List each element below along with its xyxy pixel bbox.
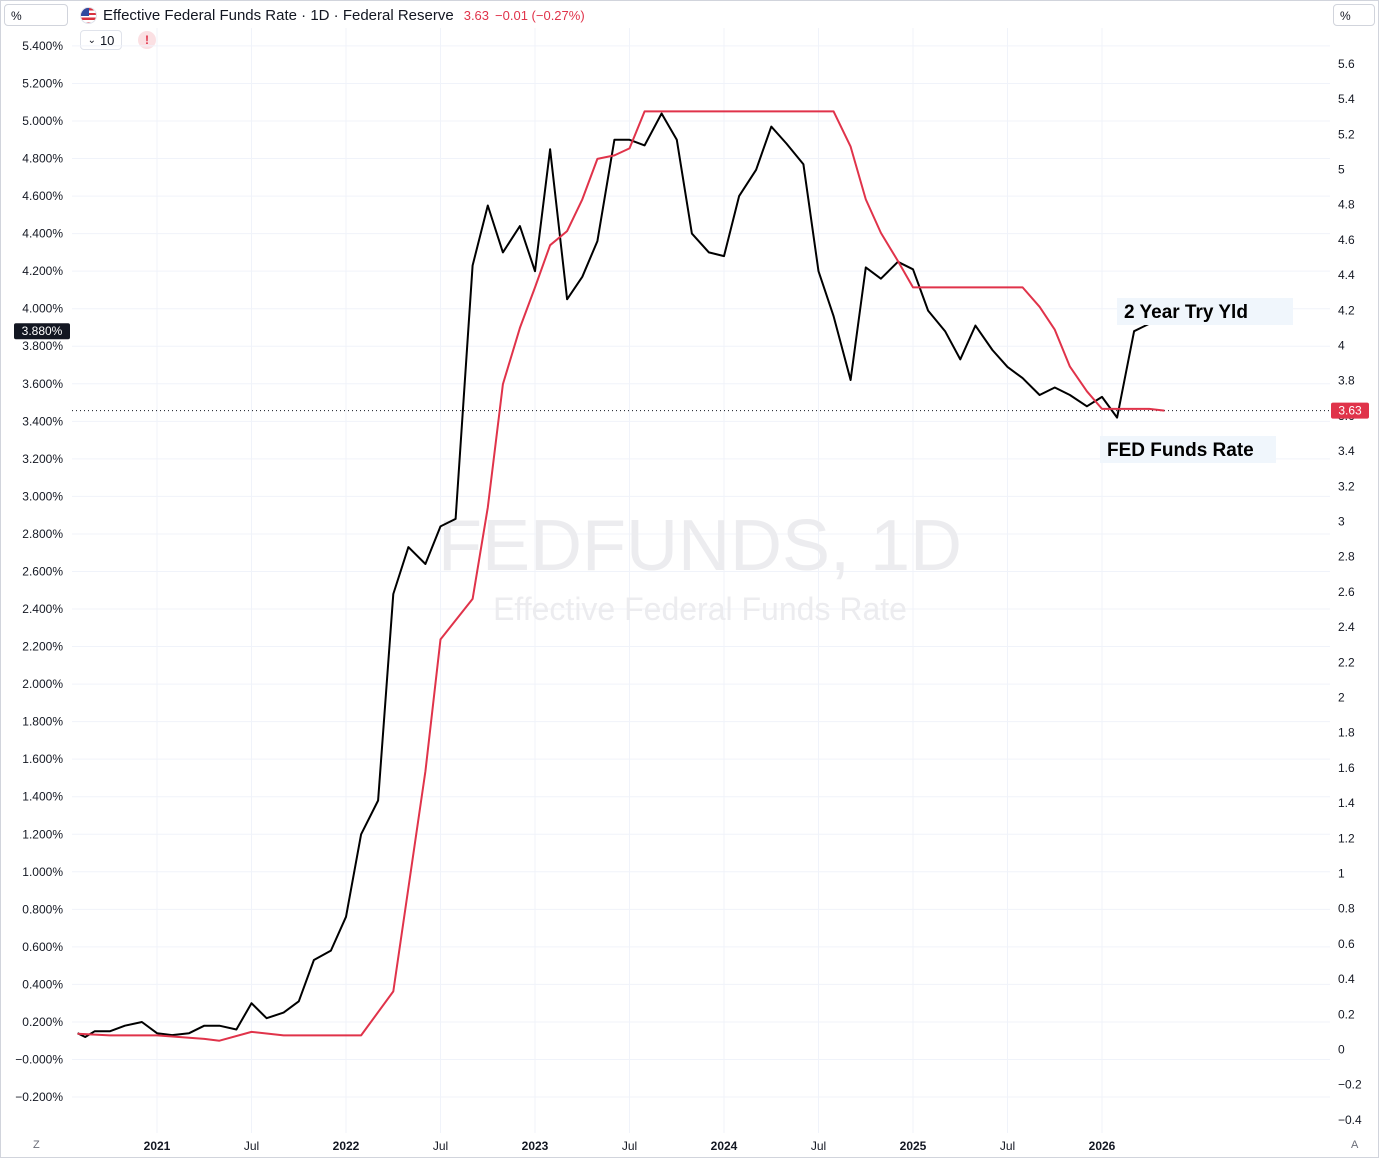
auto-scale-right-button[interactable]: A — [1351, 1139, 1359, 1151]
right-axis-tick-label: 5.6 — [1338, 57, 1355, 71]
fed-funds-line — [77, 110, 1165, 1042]
left-axis-tick-label: 0.200% — [22, 1015, 63, 1029]
left-axis-tick-label: 4.000% — [22, 302, 63, 316]
indicators-count: 10 — [99, 32, 115, 48]
left-axis-tick-label: 1.200% — [22, 827, 63, 841]
right-axis-tick-label: 3 — [1338, 515, 1345, 529]
left-scale-unit-button[interactable]: % — [4, 4, 68, 26]
left-axis-tick-label: 0.800% — [22, 902, 63, 916]
annotation-background — [1117, 298, 1293, 325]
annotation-fed-funds: FED Funds Rate — [1107, 440, 1254, 461]
x-axis-tick-label: 2021 — [144, 1139, 171, 1153]
x-axis-tick-label: Jul — [433, 1139, 448, 1153]
right-last-value-badge-text: 3.63 — [1338, 404, 1362, 418]
left-axis-tick-label: 2.600% — [22, 564, 63, 578]
left-axis-tick-label: 5.000% — [22, 114, 63, 128]
left-axis-tick-label: 4.600% — [22, 189, 63, 203]
right-axis-tick-label: 3.8 — [1338, 374, 1355, 388]
last-value: 3.63 — [463, 7, 490, 23]
right-axis-tick-label: 2.8 — [1338, 550, 1355, 564]
right-axis-tick-label: 3.4 — [1338, 444, 1355, 458]
left-axis-tick-label: 0.600% — [22, 940, 63, 954]
left-axis-tick-label: 2.400% — [22, 602, 63, 616]
right-axis-tick-label: 1.4 — [1338, 796, 1355, 810]
right-axis-tick-label: 5.4 — [1338, 92, 1355, 106]
left-axis-tick-label: 3.400% — [22, 414, 63, 428]
right-axis-tick-label: −0.4 — [1338, 1113, 1362, 1127]
right-axis-tick-label: 4.8 — [1338, 198, 1355, 212]
right-axis-tick-label: 2.2 — [1338, 655, 1355, 669]
left-axis-tick-label: 2.200% — [22, 640, 63, 654]
right-axis-tick-label: 4 — [1338, 339, 1345, 353]
right-axis-tick-label: 1.2 — [1338, 831, 1355, 845]
left-axis-tick-label: −0.200% — [15, 1090, 63, 1104]
x-axis-tick-label: Jul — [244, 1139, 259, 1153]
left-axis-tick-label: 3.000% — [22, 489, 63, 503]
right-axis-tick-label: 0.6 — [1338, 937, 1355, 951]
symbol-header[interactable]: Effective Federal Funds Rate · 1D · Fede… — [80, 4, 585, 26]
change-value: −0.01 (−0.27%) — [495, 7, 585, 23]
left-axis-tick-label: 3.800% — [22, 339, 63, 353]
watermark-symbol: FEDFUNDS, 1D — [438, 506, 962, 586]
left-axis-tick-label: 4.200% — [22, 264, 63, 278]
right-axis-tick-label: 4.4 — [1338, 268, 1355, 282]
right-axis-tick-label: 4.2 — [1338, 303, 1355, 317]
left-axis-tick-label: 2.000% — [22, 677, 63, 691]
x-axis-tick-label: 2024 — [711, 1139, 738, 1153]
left-axis-tick-label: 5.400% — [22, 39, 63, 53]
symbol-title: Effective Federal Funds Rate · 1D · Fede… — [103, 6, 454, 24]
us-flag-icon — [80, 6, 97, 24]
x-axis-tick-label: 2023 — [522, 1139, 549, 1153]
right-axis-tick-label: 1.8 — [1338, 726, 1355, 740]
right-scale-unit-button[interactable]: % — [1333, 4, 1375, 26]
right-axis-tick-label: 3.2 — [1338, 479, 1355, 493]
right-axis-tick-label: 0.8 — [1338, 902, 1355, 916]
annotation-2yr-treasury: 2 Year Try Yld — [1124, 302, 1248, 323]
right-axis-tick-label: 1 — [1338, 867, 1345, 881]
left-axis-tick-label: 1.000% — [22, 865, 63, 879]
chevron-down-icon: ⌄ — [87, 34, 96, 46]
x-axis-tick-label: 2022 — [333, 1139, 360, 1153]
x-axis-tick-label: 2026 — [1089, 1139, 1116, 1153]
left-axis-tick-label: 3.600% — [22, 377, 63, 391]
left-axis-tick-label: 1.800% — [22, 715, 63, 729]
left-last-value-badge — [14, 323, 70, 340]
x-axis-tick-label: Jul — [811, 1139, 826, 1153]
warning-icon[interactable]: ! — [138, 31, 156, 49]
right-axis-tick-label: 5 — [1338, 163, 1345, 177]
auto-scale-left-button[interactable]: Z — [33, 1139, 40, 1151]
x-axis-tick-label: Jul — [1000, 1139, 1015, 1153]
left-axis-tick-label: −0.000% — [15, 1053, 63, 1067]
right-axis-tick-label: 5.2 — [1338, 127, 1355, 141]
annotation-background — [1100, 436, 1276, 463]
watermark-description: Effective Federal Funds Rate — [493, 591, 907, 627]
left-axis-tick-label: 3.200% — [22, 452, 63, 466]
right-axis-tick-label: −0.2 — [1338, 1078, 1362, 1092]
left-axis-tick-label: 1.600% — [22, 752, 63, 766]
left-last-value-badge-text: 3.880% — [22, 324, 63, 338]
left-axis-tick-label: 0.400% — [22, 977, 63, 991]
right-axis-tick-label: 0.2 — [1338, 1007, 1355, 1021]
treasury-2y-line — [77, 112, 1165, 1038]
left-axis-tick-label: 4.400% — [22, 227, 63, 241]
right-axis-tick-label: 0.4 — [1338, 972, 1355, 986]
left-axis-tick-label: 5.200% — [22, 76, 63, 90]
x-axis-tick-label: Jul — [622, 1139, 637, 1153]
right-axis-tick-label: 1.6 — [1338, 761, 1355, 775]
right-last-value-badge — [1331, 402, 1369, 419]
left-axis-tick-label: 2.800% — [22, 527, 63, 541]
right-axis-tick-label: 4.6 — [1338, 233, 1355, 247]
left-axis-tick-label: 4.800% — [22, 152, 63, 166]
right-axis-tick-label: 0 — [1338, 1043, 1345, 1057]
right-axis-tick-label: 2.4 — [1338, 620, 1355, 634]
indicators-toggle-button[interactable]: ⌄ 10 — [80, 30, 122, 50]
left-axis-tick-label: 1.400% — [22, 790, 63, 804]
right-axis-tick-label: 2 — [1338, 691, 1345, 705]
x-axis-tick-label: 2025 — [900, 1139, 927, 1153]
right-axis-tick-label: 2.6 — [1338, 585, 1355, 599]
